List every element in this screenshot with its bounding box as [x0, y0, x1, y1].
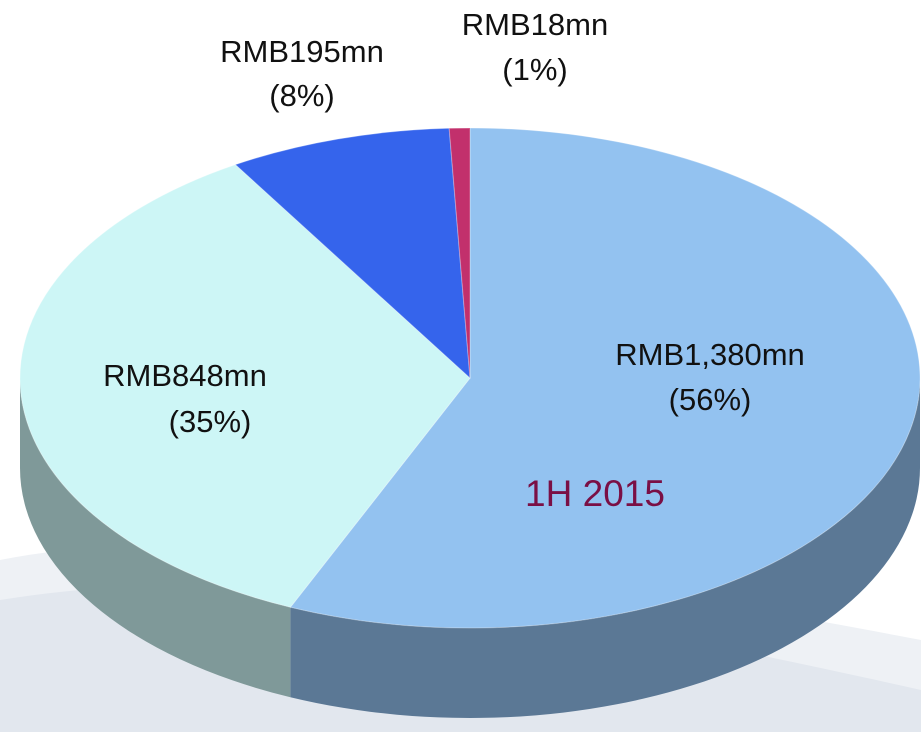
slice [234, 127, 471, 380]
percent-label: (1%) [502, 52, 567, 87]
value-label: RMB848mn [103, 358, 267, 393]
value-label: RMB195mn [220, 34, 384, 69]
slice-side [20, 378, 291, 698]
value-label: RMB18mn [462, 7, 608, 42]
slice [289, 127, 921, 629]
slice [448, 127, 471, 379]
slice-side [290, 378, 921, 719]
percent-label: (56%) [669, 382, 752, 417]
percent-label: (8%) [269, 78, 334, 113]
annotation: 1H 2015 [525, 473, 665, 514]
percent-label: (35%) [169, 404, 252, 439]
value-label: RMB1,380mn [615, 337, 805, 372]
slice [19, 164, 471, 608]
